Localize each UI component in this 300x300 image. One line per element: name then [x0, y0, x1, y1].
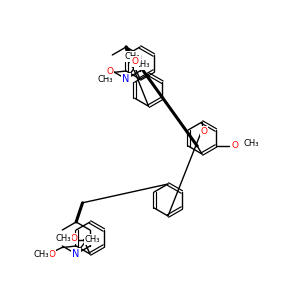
Text: O: O: [232, 140, 239, 149]
Text: O: O: [200, 127, 208, 136]
Text: N: N: [73, 249, 80, 259]
Text: CH₃: CH₃: [125, 52, 140, 61]
Text: CH₃: CH₃: [56, 234, 71, 243]
Text: CH₃: CH₃: [34, 250, 50, 259]
Text: CH₃: CH₃: [135, 60, 151, 69]
Text: O: O: [48, 250, 55, 259]
Text: N: N: [122, 74, 130, 84]
Text: CH₃: CH₃: [98, 75, 113, 84]
Text: O: O: [106, 67, 113, 76]
Text: O: O: [70, 234, 77, 243]
Text: O: O: [131, 57, 138, 66]
Text: CH₃: CH₃: [85, 235, 100, 244]
Text: CH₃: CH₃: [244, 140, 259, 148]
